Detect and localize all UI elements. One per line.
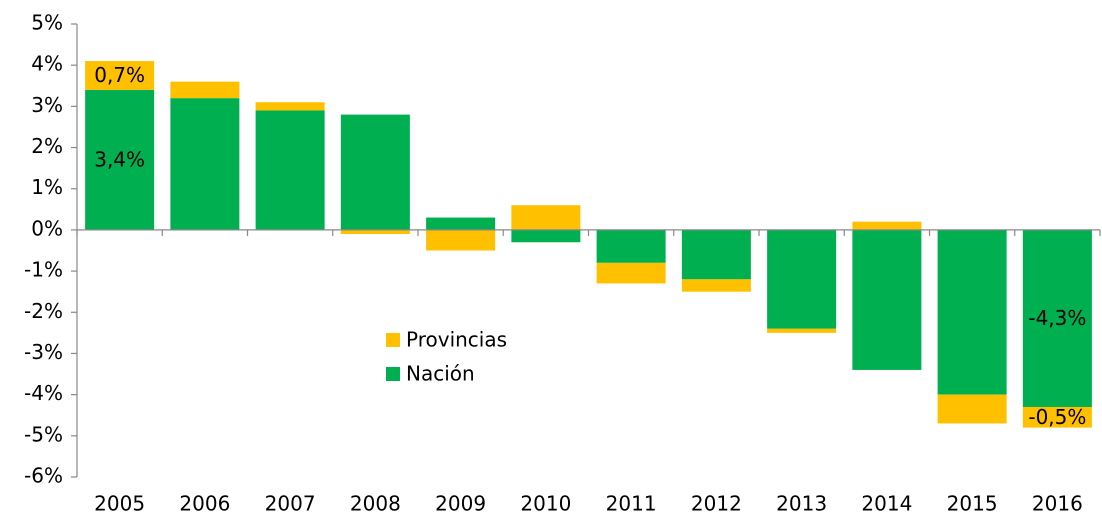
bar-segment — [1022, 229, 1092, 407]
bar-segment — [85, 89, 155, 230]
x-tick-label: 2014 — [861, 492, 912, 516]
x-tick-label: 2007 — [265, 492, 316, 516]
legend-swatch — [386, 367, 400, 381]
bar-segment — [767, 328, 837, 333]
y-tick-label: 5% — [31, 11, 63, 35]
y-tick-label: -6% — [24, 464, 63, 488]
bar-segment — [511, 229, 581, 243]
bar-segment — [511, 205, 581, 230]
bar-segment — [426, 229, 496, 251]
value-label: 0,7% — [94, 63, 145, 87]
bar-segment — [170, 81, 240, 99]
bar-segment — [1022, 406, 1092, 428]
x-tick-label: 2015 — [947, 492, 998, 516]
bar-segment — [596, 262, 666, 284]
y-tick-label: 0% — [31, 216, 63, 240]
y-tick-label: -2% — [24, 299, 63, 323]
legend-label: Provincias — [406, 328, 507, 352]
bar-segment — [596, 229, 666, 263]
value-label: -4,3% — [1028, 306, 1086, 330]
x-tick-label: 2011 — [606, 492, 657, 516]
value-label: 3,4% — [94, 147, 145, 171]
x-tick-label: 2013 — [776, 492, 827, 516]
x-tick-label: 2012 — [691, 492, 742, 516]
bar-segment — [767, 229, 837, 329]
x-tick-label: 2009 — [435, 492, 486, 516]
y-tick-label: -5% — [24, 422, 63, 446]
bar-segment — [170, 98, 240, 230]
x-tick-label: 2006 — [179, 492, 230, 516]
bar-segment — [340, 114, 410, 230]
bar-segment — [255, 110, 325, 230]
x-tick-label: 2005 — [94, 492, 145, 516]
y-tick-label: 1% — [31, 175, 63, 199]
y-tick-label: -1% — [24, 258, 63, 282]
bar-segment — [340, 229, 410, 235]
bar-segment — [255, 102, 325, 111]
x-tick-label: 2008 — [350, 492, 401, 516]
bar-segment — [681, 229, 751, 280]
bar-segment — [426, 217, 496, 230]
bar-segment — [681, 279, 751, 292]
y-tick-label: 3% — [31, 93, 63, 117]
value-label: -0,5% — [1028, 405, 1086, 429]
bar-segment — [852, 229, 922, 370]
bar-segment — [85, 61, 155, 90]
legend-label: Nación — [406, 362, 475, 386]
x-tick-label: 2010 — [520, 492, 571, 516]
y-tick-label: -3% — [24, 340, 63, 364]
bar-segment — [852, 221, 922, 230]
bar-segment — [937, 394, 1007, 424]
x-tick-label: 2016 — [1032, 492, 1083, 516]
y-tick-label: 4% — [31, 52, 63, 76]
y-tick-label: -4% — [24, 381, 63, 405]
y-tick-label: 2% — [31, 134, 63, 158]
bar-segment — [937, 229, 1007, 395]
legend-swatch — [386, 333, 400, 347]
